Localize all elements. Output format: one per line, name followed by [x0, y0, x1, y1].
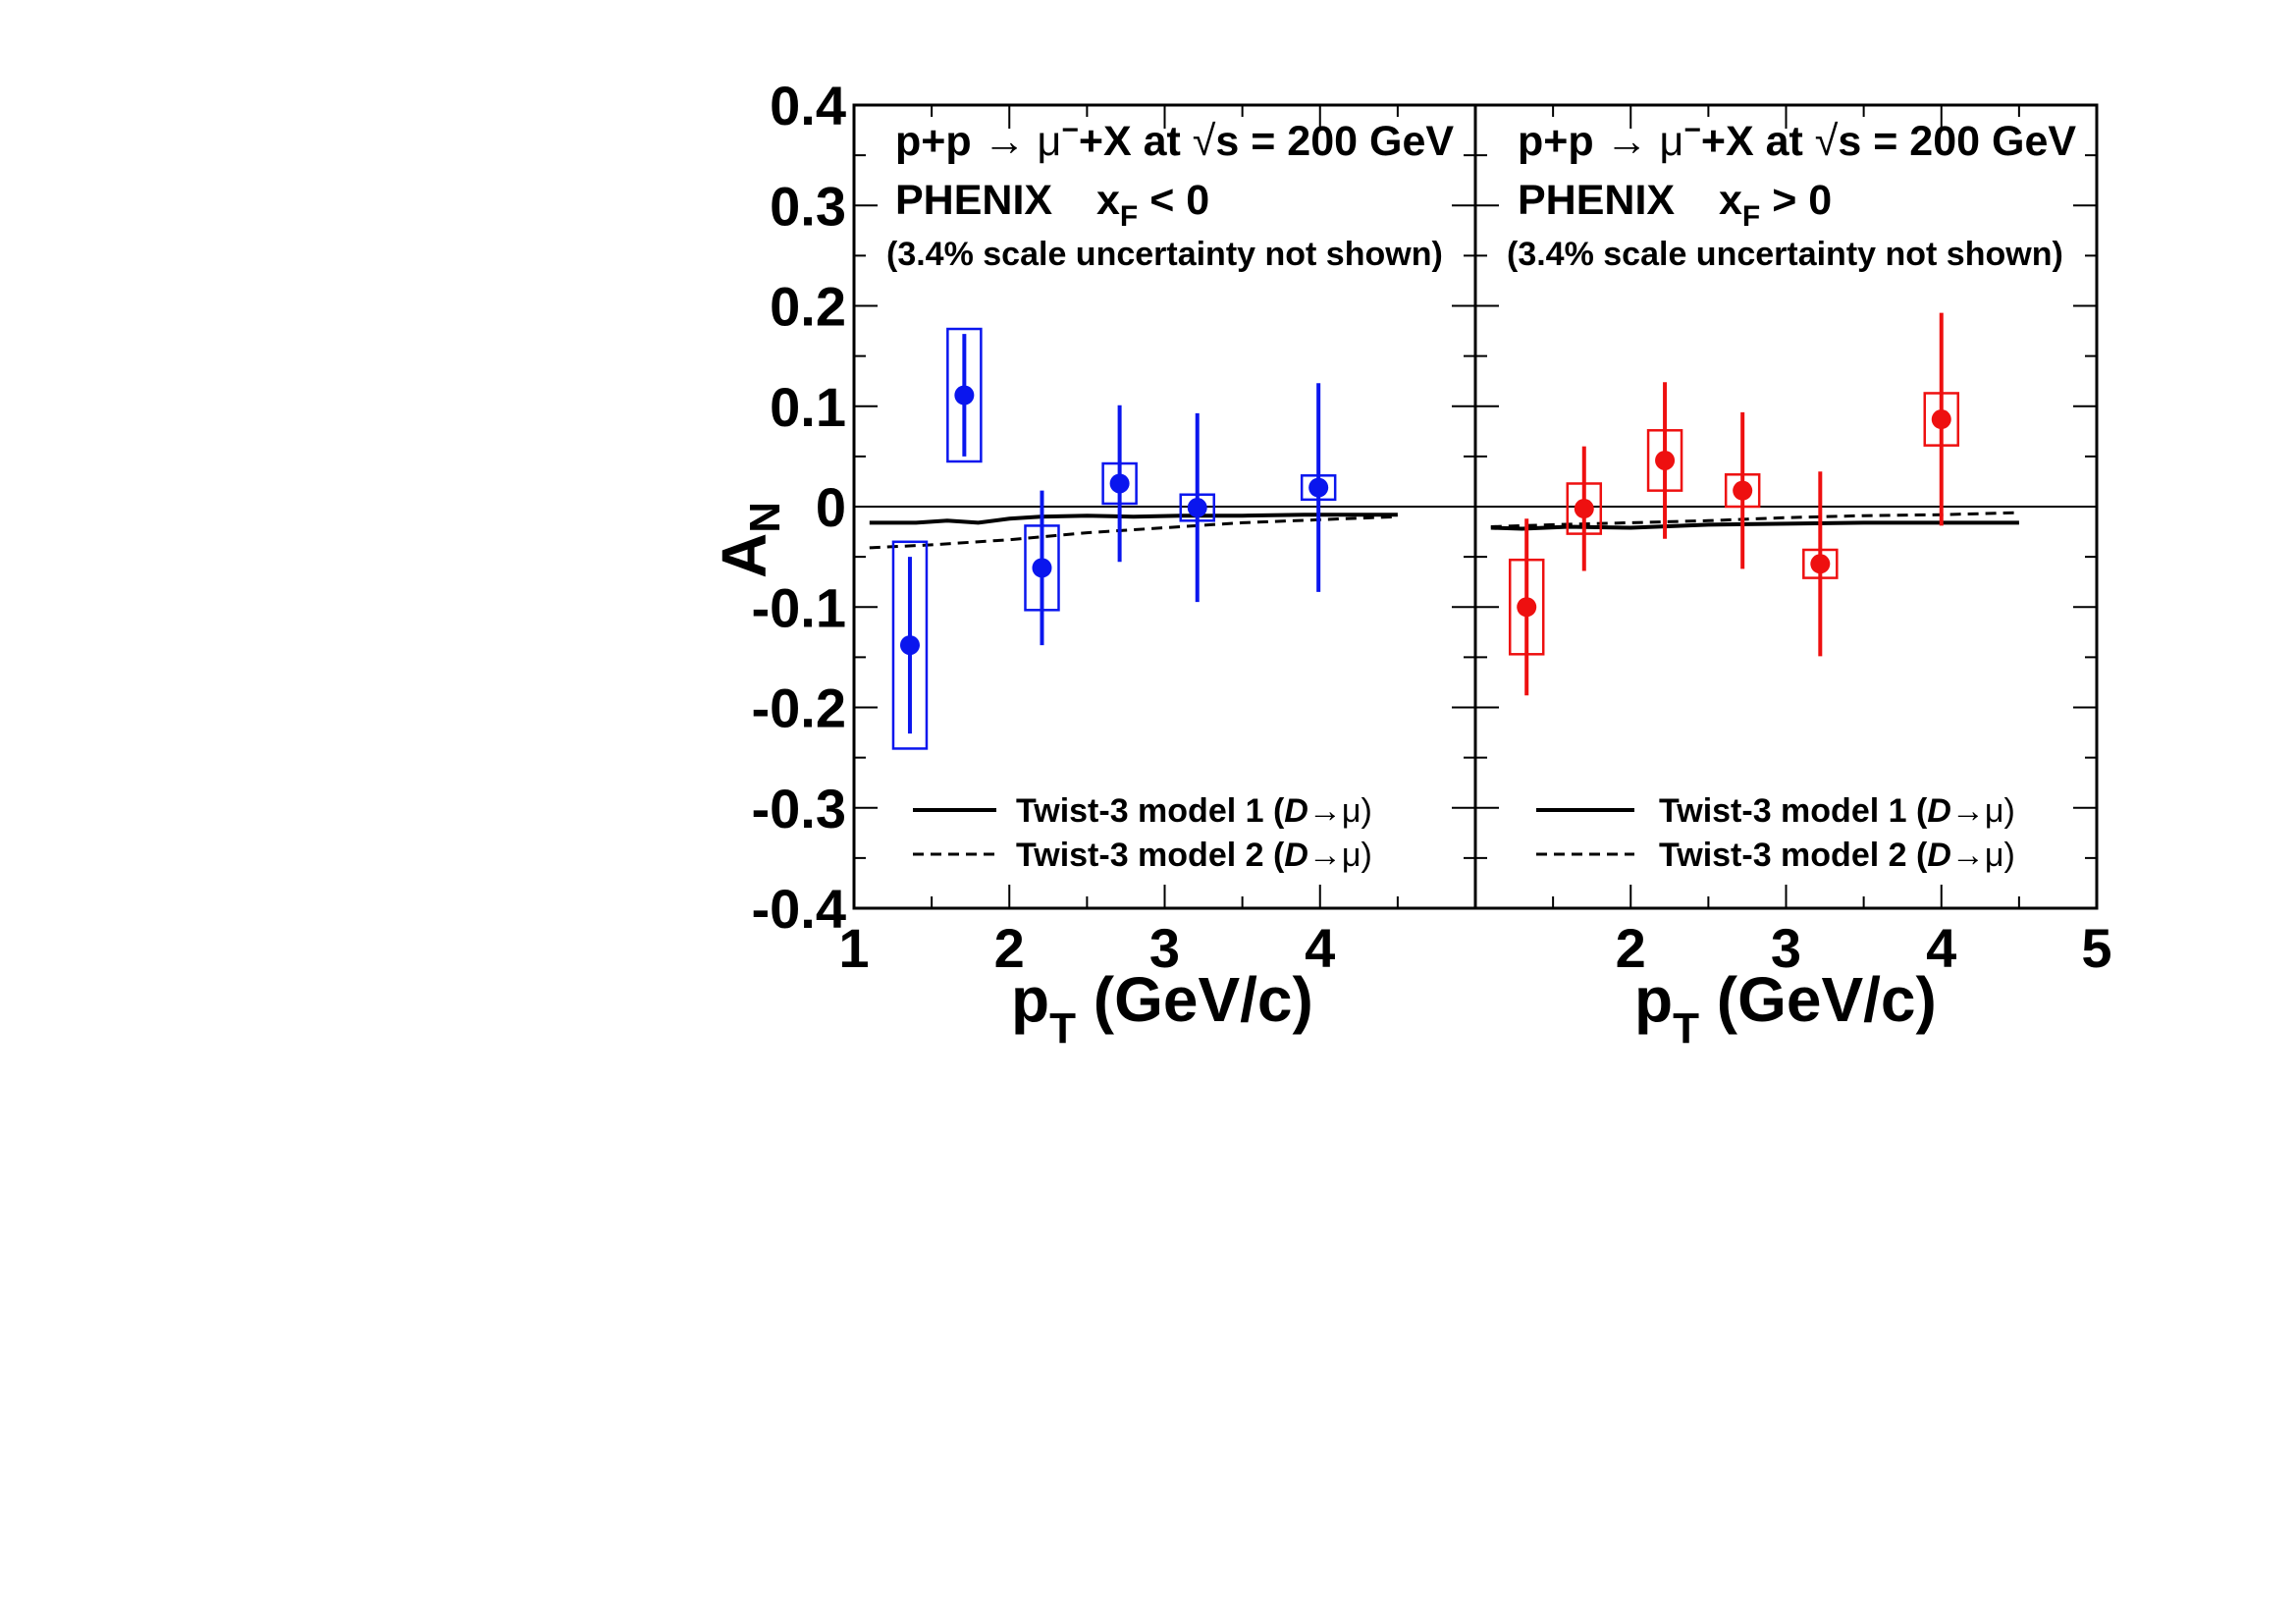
right-x-tick-label: 5 [2081, 917, 2111, 979]
y-tick-label: 0.1 [770, 376, 846, 438]
right-x-tick-label: 3 [1771, 917, 1801, 979]
left-legend-label-model1: Twist-3 model 1 (D→μ) [1016, 792, 1372, 830]
right-data-point-0 [1517, 597, 1537, 618]
marks-layer [869, 312, 2019, 750]
left-x-tick-label: 2 [994, 917, 1025, 979]
left-sys-box-0 [891, 540, 929, 750]
right-data-point-5 [1931, 409, 1951, 430]
right-x-tick-label: 2 [1616, 917, 1646, 979]
left-note: (3.4% scale uncertainty not shown) [886, 236, 1443, 273]
right-legend: Twist-3 model 1 (D→μ) Twist-3 model 2 (D… [1536, 792, 2015, 874]
right-data-point-4 [1810, 554, 1831, 574]
y-axis-title-main: A [709, 533, 779, 578]
left-model2-curve [869, 514, 1398, 550]
left-data-point-2 [1032, 558, 1052, 578]
right-data-point-1 [1574, 499, 1594, 519]
y-tick-label: 0.3 [770, 175, 846, 237]
y-tick-label: 0.2 [770, 276, 846, 338]
right-panel-annotations: p+p → μ−+X at √s = 200 GeV PHENIX xF > 0… [1507, 114, 2076, 273]
right-data-point-2 [1655, 450, 1676, 470]
right-legend-label-model2: Twist-3 model 2 (D→μ) [1659, 837, 2015, 874]
left-data-point-1 [954, 385, 975, 406]
right-legend-label-model1: Twist-3 model 1 (D→μ) [1659, 792, 2015, 830]
axes-layer: 0.4 0.3 0.2 0.1 0 -0.1 -0.2 -0.3 -0.41 2 3 4 2 3 4 5 [752, 75, 2112, 979]
left-title-reaction: p+p → μ−+X at √s = 200 GeV [895, 114, 1454, 165]
right-model1-curve [1490, 520, 2019, 531]
y-tick-label: 0 [816, 476, 846, 538]
left-x-tick-label: 1 [838, 917, 869, 979]
right-title-phenix: PHENIX [1518, 177, 1675, 224]
left-data-point-0 [899, 635, 920, 656]
left-legend: Twist-3 model 1 (D→μ) Twist-3 model 2 (D… [913, 792, 1372, 874]
left-legend-label-model2: Twist-3 model 2 (D→μ) [1016, 837, 1372, 874]
y-tick-label: -0.1 [752, 576, 847, 638]
left-x-axis-title: pT (GeV/c) [1011, 964, 1313, 1053]
left-x-tick-label: 3 [1149, 917, 1180, 979]
y-axis-title: AN [709, 502, 789, 578]
right-note: (3.4% scale uncertainty not shown) [1507, 236, 2063, 273]
right-data-point-3 [1733, 480, 1753, 501]
left-model1-curve [869, 513, 1398, 525]
left-x-tick-label: 4 [1305, 917, 1335, 979]
right-title-xf: xF > 0 [1719, 177, 1832, 233]
left-title-phenix: PHENIX [895, 177, 1052, 224]
left-sys-box-1 [946, 327, 983, 463]
left-data-point-3 [1109, 473, 1130, 494]
right-title-reaction: p+p → μ−+X at √s = 200 GeV [1518, 114, 2076, 165]
right-x-tick-label: 4 [1926, 917, 1956, 979]
left-panel-annotations: p+p → μ−+X at √s = 200 GeV PHENIX xF < 0… [886, 114, 1454, 273]
right-model2-curve [1490, 511, 2019, 528]
y-tick-label: -0.2 [752, 677, 847, 739]
y-tick-label: 0.4 [770, 75, 846, 136]
y-tick-label: -0.4 [752, 878, 847, 940]
y-tick-label: -0.3 [752, 778, 847, 839]
y-axis-title-sub: N [741, 502, 789, 533]
right-x-axis-title: pT (GeV/c) [1634, 964, 1937, 1053]
left-data-point-5 [1308, 477, 1329, 498]
left-data-point-4 [1187, 498, 1207, 518]
left-title-xf: xF < 0 [1096, 177, 1209, 233]
